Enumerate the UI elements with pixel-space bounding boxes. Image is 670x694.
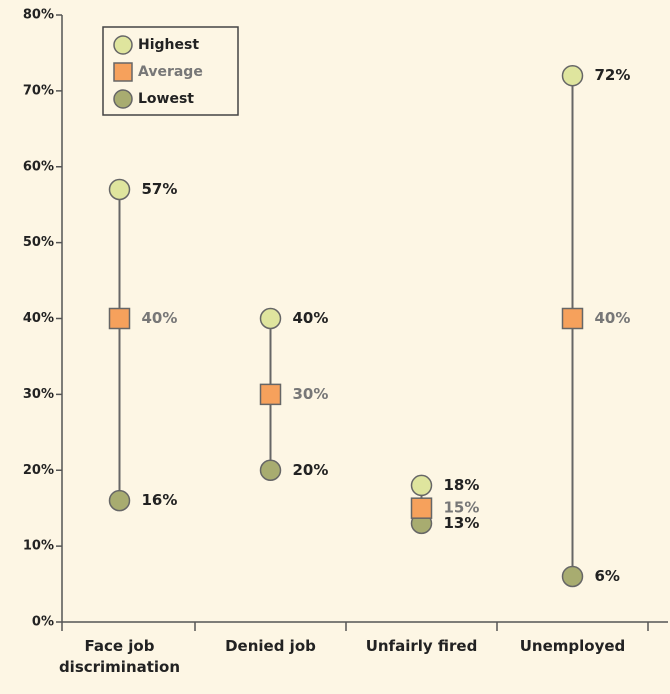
y-tick-label: 10% — [23, 539, 54, 554]
average-marker — [108, 307, 131, 330]
y-tick-label: 0% — [32, 615, 54, 630]
highest-marker — [108, 178, 131, 201]
data-label: 40% — [595, 309, 631, 327]
x-tick-label: Face job discrimination — [58, 637, 181, 676]
average-marker — [410, 497, 433, 519]
lowest-marker — [259, 459, 282, 481]
y-tick-label: 70% — [23, 83, 54, 98]
legend-label: Highest — [138, 37, 199, 53]
legend-label: Lowest — [138, 91, 194, 107]
average-marker — [561, 307, 584, 330]
data-label: 13% — [444, 514, 480, 532]
y-tick-label: 40% — [23, 311, 54, 326]
y-tick-label: 80% — [23, 8, 54, 23]
y-tick-label: 30% — [23, 387, 54, 402]
lowest-marker — [561, 565, 584, 588]
data-label: 57% — [142, 180, 178, 198]
average-marker — [259, 383, 282, 406]
x-tick-label: Denied job — [225, 637, 316, 655]
data-label: 15% — [444, 499, 480, 517]
legend-label: Average — [138, 64, 203, 80]
data-label: 16% — [142, 491, 178, 509]
data-label: 40% — [142, 309, 178, 327]
highest-marker — [561, 64, 584, 87]
y-tick-label: 50% — [23, 235, 54, 250]
y-tick-label: 20% — [23, 463, 54, 478]
legend-marker — [113, 35, 133, 55]
data-label: 72% — [595, 66, 631, 84]
data-label: 18% — [444, 476, 480, 494]
x-tick-label: Unfairly fired — [365, 637, 478, 655]
data-label: 6% — [595, 567, 620, 585]
legend-marker — [113, 89, 133, 109]
highest-marker — [410, 474, 433, 497]
x-tick-label: Unemployed — [519, 637, 626, 655]
data-label: 30% — [293, 385, 329, 403]
y-tick-label: 60% — [23, 159, 54, 174]
lowest-marker — [108, 489, 131, 512]
data-label: 40% — [293, 309, 329, 327]
legend-marker — [113, 62, 133, 82]
highest-marker — [259, 307, 282, 330]
data-label: 20% — [293, 461, 329, 479]
